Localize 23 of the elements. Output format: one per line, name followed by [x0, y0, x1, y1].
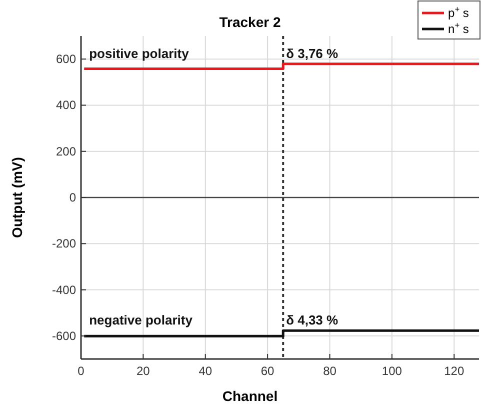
x-tick-label: 80 [323, 364, 337, 378]
x-tick-label: 120 [444, 364, 464, 378]
x-tick-label: 0 [78, 364, 85, 378]
y-tick-label: 400 [56, 98, 76, 112]
annotation: negative polarity [89, 312, 194, 328]
chart-title: Tracker 2 [219, 14, 281, 30]
x-axis-title: Channel [222, 388, 278, 404]
annotation: δ 4,33 % [286, 312, 339, 328]
x-tick-label: 20 [136, 364, 150, 378]
y-axis-title: Output (mV) [9, 157, 25, 238]
x-tick-label: 100 [382, 364, 402, 378]
x-tick-label: 40 [198, 364, 212, 378]
y-tick-label: 200 [56, 144, 76, 158]
y-tick-label: -600 [52, 328, 76, 343]
legend-label: n$^{+}$ s [448, 20, 469, 36]
annotation: δ 3,76 % [286, 46, 339, 61]
y-tick-label: 0 [69, 190, 76, 204]
annotation: positive polarity [89, 46, 190, 61]
y-tick-label: -400 [52, 282, 76, 297]
legend-label: p$^{+}$ s [448, 4, 469, 20]
y-tick-label: -200 [52, 236, 76, 251]
y-tick-label: 600 [56, 52, 76, 66]
x-tick-label: 60 [260, 364, 275, 378]
